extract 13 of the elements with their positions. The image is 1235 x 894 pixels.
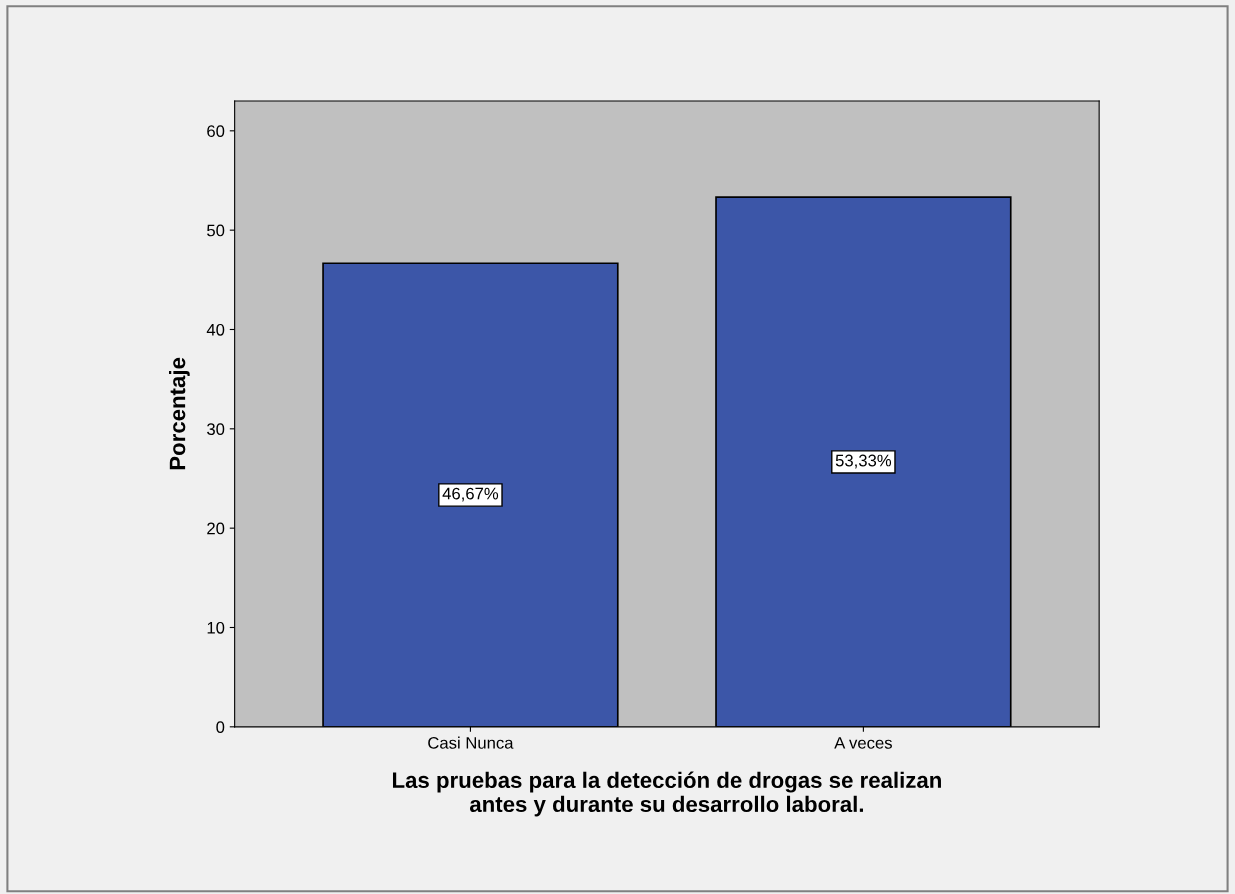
y-tick-label: 20 bbox=[207, 522, 225, 535]
y-tick-label: 10 bbox=[207, 621, 225, 634]
y-tick-label: 40 bbox=[206, 323, 225, 336]
y-tick-label: 0 bbox=[216, 721, 225, 734]
data-label: 53,33% bbox=[835, 454, 892, 469]
x-axis-title: Las pruebas para la detección de drogas se realizan antes y durante su desarrollo laboral. bbox=[392, 771, 941, 817]
x-tick-label: Casi Nunca bbox=[428, 736, 514, 749]
y-tick-label: 60 bbox=[207, 125, 225, 138]
x-tick-label: A veces bbox=[834, 737, 892, 749]
data-label: 46,67% bbox=[442, 487, 499, 502]
y-tick-label: 50 bbox=[207, 224, 225, 237]
y-axis-title: Porcentaje bbox=[169, 357, 190, 470]
y-tick-label: 30 bbox=[207, 423, 225, 436]
